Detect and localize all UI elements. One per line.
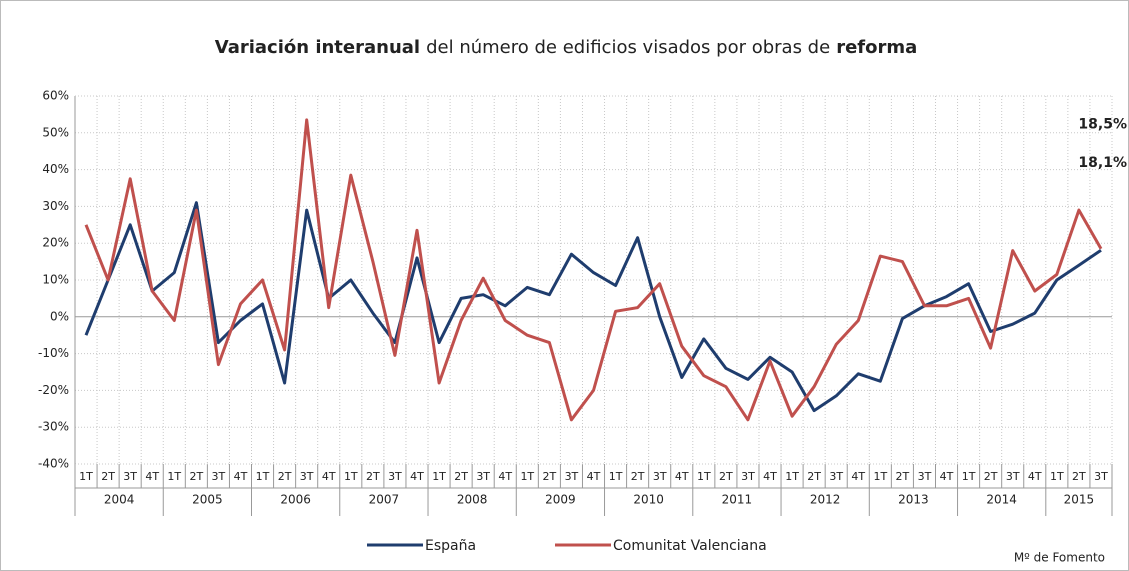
x-tick-label: 2T [366, 470, 380, 483]
year-label: 2006 [280, 493, 311, 507]
x-tick-label: 2T [719, 470, 733, 483]
x-tick-label: 3T [565, 470, 579, 483]
x-tick-label: 3T [918, 470, 932, 483]
x-tick-label: 1T [432, 470, 446, 483]
x-tick-label: 1T [256, 470, 270, 483]
x-tick-label: 2T [543, 470, 557, 483]
x-tick-label: 3T [653, 470, 667, 483]
legend-label: España [425, 538, 476, 554]
source: Mº de Fomento [1014, 551, 1105, 565]
y-tick-label: -20% [38, 383, 69, 397]
x-tick-label: 1T [344, 470, 358, 483]
y-tick-label: 10% [42, 273, 69, 287]
y-tick-label: 60% [42, 89, 69, 103]
title-bold: Variación interanual [215, 37, 420, 58]
x-tick-label: 1T [873, 470, 887, 483]
line-series [84, 201, 1102, 413]
y-tick-label: -40% [38, 457, 69, 471]
x-tick-label: 2T [454, 470, 468, 483]
x-tick-label: 4T [587, 470, 601, 483]
x-tick-label: 3T [300, 470, 314, 483]
x-tick-label: 2T [278, 470, 292, 483]
x-tick-label: 1T [609, 470, 623, 483]
x-tick-label: 2T [189, 470, 203, 483]
x-tick-label: 1T [697, 470, 711, 483]
x-tick-label: 4T [763, 470, 777, 483]
end-label: 18,1% [1078, 155, 1127, 171]
x-tick-label: 4T [675, 470, 689, 483]
year-label: 2015 [1064, 493, 1095, 507]
x-tick-label: 4T [145, 470, 159, 483]
year-label: 2009 [545, 493, 576, 507]
year-label: 2010 [633, 493, 664, 507]
year-label: 2014 [986, 493, 1017, 507]
x-tick-label: 4T [234, 470, 248, 483]
x-tick-label: 1T [79, 470, 93, 483]
x-tick-label: 2T [896, 470, 910, 483]
x-tick-label: 3T [829, 470, 843, 483]
year-label: 2008 [457, 493, 488, 507]
title-bold: reforma [836, 37, 917, 58]
x-tick-label: 4T [498, 470, 512, 483]
x-tick-label: 1T [167, 470, 181, 483]
legend-label: Comunitat Valenciana [613, 538, 767, 554]
year-label: 2007 [369, 493, 400, 507]
line-series [84, 118, 1103, 422]
y-tick-label: 0% [50, 309, 69, 323]
y-tick-label: -10% [38, 346, 69, 360]
title-normal: del número de edificios visados por obra… [426, 37, 830, 58]
x-tick-label: 3T [212, 470, 226, 483]
x-tick-label: 3T [476, 470, 490, 483]
x-tick-label: 1T [520, 470, 534, 483]
x-tick-label: 4T [940, 470, 954, 483]
chart-title: Variación interanual del número de edific… [215, 37, 918, 58]
y-tick-label: -30% [38, 420, 69, 434]
x-tick-label: 1T [1050, 470, 1064, 483]
x-tick-label: 1T [962, 470, 976, 483]
x-tick-label: 2T [807, 470, 821, 483]
x-tick-label: 3T [1094, 470, 1108, 483]
x-tick-label: 2T [631, 470, 645, 483]
x-tick-label: 1T [785, 470, 799, 483]
y-tick-label: 50% [42, 125, 69, 139]
x-tick-label: 2T [101, 470, 115, 483]
y-tick-label: 20% [42, 236, 69, 250]
year-label: 2012 [810, 493, 841, 507]
year-label: 2013 [898, 493, 929, 507]
y-tick-label: 40% [42, 162, 69, 176]
year-label: 2004 [104, 493, 135, 507]
x-tick-label: 4T [1028, 470, 1042, 483]
x-tick-label: 3T [1006, 470, 1020, 483]
x-tick-label: 3T [741, 470, 755, 483]
x-tick-label: 4T [410, 470, 424, 483]
year-label: 2005 [192, 493, 223, 507]
x-tick-label: 4T [322, 470, 336, 483]
year-label: 2011 [722, 493, 753, 507]
x-tick-label: 2T [1072, 470, 1086, 483]
x-tick-label: 2T [984, 470, 998, 483]
y-tick-label: 30% [42, 199, 69, 213]
x-tick-label: 4T [851, 470, 865, 483]
end-label: 18,5% [1078, 117, 1127, 133]
x-tick-label: 3T [123, 470, 137, 483]
x-tick-label: 3T [388, 470, 402, 483]
